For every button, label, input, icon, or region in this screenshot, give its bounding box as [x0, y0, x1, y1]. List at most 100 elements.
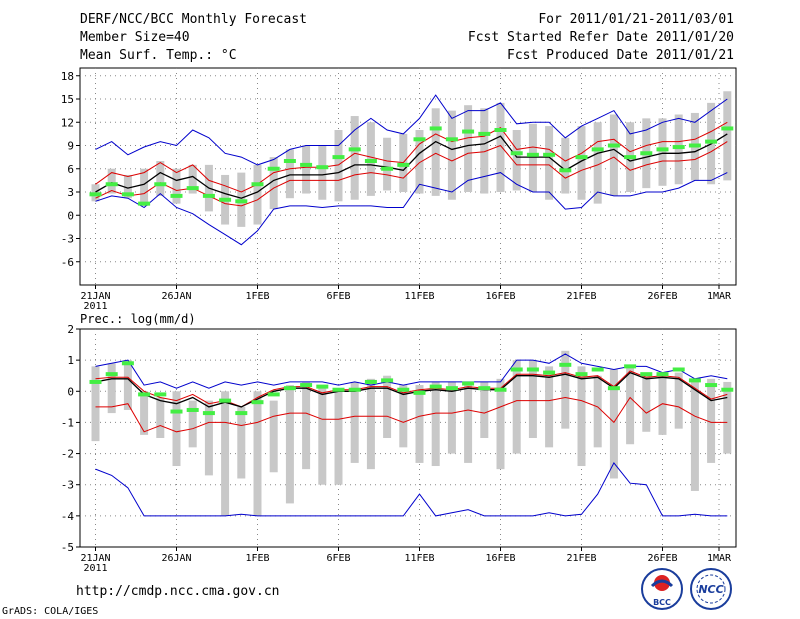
spread-box — [140, 391, 149, 435]
spread-box — [334, 130, 343, 202]
spread-box — [609, 114, 618, 196]
x-tick-label: 26JAN — [161, 553, 191, 564]
spread-box — [221, 391, 230, 516]
spread-box — [528, 123, 537, 192]
x-tick-label: 21FEB — [566, 291, 596, 302]
spread-box — [204, 400, 213, 476]
x-tick-label: 11FEB — [404, 553, 434, 564]
spread-box — [156, 161, 165, 196]
spread-box — [140, 168, 149, 206]
agency-logos: BCC NCC — [641, 568, 732, 610]
spread-box — [156, 397, 165, 438]
variable-label: Mean Surf. Temp.: °C — [80, 48, 237, 63]
median-marker — [219, 398, 232, 403]
median-marker — [624, 155, 637, 160]
spread-box — [593, 122, 602, 204]
median-marker — [202, 193, 215, 198]
median-marker — [559, 362, 572, 367]
x-tick-label: 21JAN — [80, 291, 110, 302]
median-marker — [672, 145, 685, 150]
bcc-logo-text: BCC — [653, 598, 671, 607]
spread-box — [609, 369, 618, 479]
median-marker — [688, 143, 701, 148]
median-marker — [121, 192, 134, 197]
x-tick-label: 1MAR — [707, 291, 732, 302]
spread-box — [318, 145, 327, 200]
median-marker — [445, 386, 458, 391]
spread-box — [123, 174, 132, 199]
median-marker — [494, 128, 507, 132]
spread-box — [350, 381, 359, 463]
y-tick-label: -1 — [61, 416, 74, 429]
spread-box — [269, 400, 278, 473]
median-marker — [170, 193, 183, 198]
x-tick-label: 1FEB — [245, 553, 269, 564]
median-marker — [429, 126, 442, 131]
median-marker — [705, 139, 718, 144]
forecast-period-label: For 2011/01/21-2011/03/01 — [538, 12, 734, 27]
median-marker — [672, 367, 685, 372]
spread-box — [318, 385, 327, 485]
spread-box — [723, 381, 732, 454]
median-marker — [543, 152, 556, 157]
y-tick-label: -3 — [61, 479, 74, 492]
y-tick-label: -3 — [61, 233, 74, 246]
precipitation-panel: 21JAN 26JAN 1FEB 6FEB 11FEB 16FEB 21FEB 26FEB 1M… — [61, 323, 737, 574]
median-marker — [267, 392, 280, 397]
spread-box — [107, 168, 116, 194]
median-marker — [138, 392, 151, 397]
spread-box — [545, 366, 554, 448]
y-tick-label: -4 — [61, 510, 75, 523]
spread-box — [674, 114, 683, 185]
median-marker — [705, 383, 718, 388]
spread-box — [723, 91, 732, 181]
median-marker — [478, 386, 491, 391]
median-marker — [510, 151, 523, 156]
median-marker — [89, 379, 102, 384]
median-marker — [186, 407, 199, 412]
median-marker — [364, 159, 377, 163]
y-tick-label: -6 — [61, 256, 74, 269]
median-marker — [138, 201, 151, 206]
y-tick-label: 1 — [67, 354, 74, 367]
x-tick-label: 26FEB — [647, 291, 677, 302]
spread-box — [383, 137, 392, 191]
median-marker — [105, 182, 118, 187]
median-marker — [397, 387, 410, 392]
median-marker — [607, 386, 620, 391]
median-marker — [348, 387, 361, 392]
median-marker — [478, 131, 491, 136]
x-tick-label: 1MAR — [707, 553, 732, 564]
x-tick-label: 11FEB — [404, 291, 434, 302]
spread-box — [528, 360, 537, 438]
spread-box — [577, 366, 586, 467]
median-marker — [316, 384, 329, 389]
y-tick-label: 3 — [67, 186, 74, 199]
median-marker — [202, 411, 215, 416]
spread-box — [464, 105, 473, 192]
median-marker — [559, 168, 572, 173]
spread-box — [561, 350, 570, 429]
median-marker — [154, 392, 167, 397]
median-marker — [316, 165, 329, 170]
spread-box — [107, 363, 116, 414]
source-url[interactable]: http://cmdp.ncc.cma.gov.cn — [76, 584, 280, 599]
median-marker — [543, 370, 556, 375]
spread-box — [480, 108, 489, 194]
median-marker — [462, 129, 475, 134]
spread-box — [512, 130, 521, 191]
spread-box — [545, 126, 554, 200]
spread-box — [690, 378, 699, 491]
median-marker — [429, 384, 442, 389]
y-tick-label: 2 — [67, 323, 74, 336]
median-marker — [267, 166, 280, 171]
spread-box — [431, 381, 440, 467]
spread-box — [512, 360, 521, 454]
median-marker — [640, 151, 653, 156]
median-marker — [510, 367, 523, 372]
spread-box — [431, 108, 440, 196]
median-marker — [575, 155, 588, 160]
y-tick-label: -2 — [61, 448, 74, 461]
bcc-logo: BCC — [641, 568, 683, 610]
